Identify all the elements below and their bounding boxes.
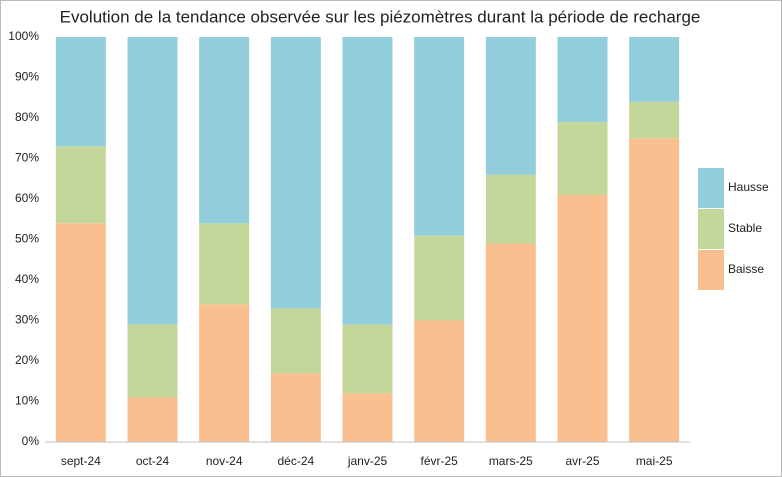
bar-segment xyxy=(127,37,178,325)
legend-swatch xyxy=(698,168,724,208)
y-tick-label: 90% xyxy=(15,70,39,84)
bar-segment xyxy=(414,320,465,442)
bar-segment xyxy=(557,122,608,195)
legend-label: Stable xyxy=(728,221,762,235)
bar-segment xyxy=(414,235,465,321)
legend-label: Baisse xyxy=(728,262,764,276)
bar-segment xyxy=(199,304,250,442)
x-tick-label: févr-25 xyxy=(420,454,458,468)
x-tick-label: oct-24 xyxy=(136,454,170,468)
bar-segment xyxy=(199,37,250,224)
bar-segment xyxy=(629,138,680,442)
x-tick-label: mai-25 xyxy=(636,454,673,468)
y-tick-label: 100% xyxy=(8,29,39,43)
bar-segment xyxy=(55,223,106,442)
bar-segment xyxy=(199,223,250,305)
bar-segment xyxy=(55,146,106,224)
bar-segment xyxy=(485,174,536,244)
bar-segment xyxy=(127,324,178,398)
y-tick-label: 50% xyxy=(15,232,39,246)
y-tick-label: 0% xyxy=(22,434,40,448)
y-tick-label: 60% xyxy=(15,191,39,205)
bar-segment xyxy=(55,37,106,147)
chart-title: Evolution de la tendance observée sur le… xyxy=(60,7,701,26)
legend-swatch xyxy=(698,209,724,249)
y-tick-label: 10% xyxy=(15,394,39,408)
bar-segment xyxy=(342,393,393,442)
x-tick-label: janv-25 xyxy=(347,454,388,468)
bar-segment xyxy=(342,324,393,394)
x-tick-label: déc-24 xyxy=(277,454,314,468)
bar-segment xyxy=(127,397,178,442)
bar-segment xyxy=(270,308,321,374)
legend-label: Hausse xyxy=(728,180,769,194)
x-tick-label: mars-25 xyxy=(489,454,533,468)
bar-segment xyxy=(270,373,321,442)
bar-segment xyxy=(414,37,465,236)
y-tick-label: 30% xyxy=(15,313,39,327)
bar-segment xyxy=(557,37,608,123)
bar-segment xyxy=(342,37,393,325)
y-tick-label: 70% xyxy=(15,151,39,165)
x-tick-label: sept-24 xyxy=(61,454,101,468)
y-tick-label: 20% xyxy=(15,353,39,367)
bar-segment xyxy=(485,243,536,442)
bar-segment xyxy=(270,37,321,309)
bar-segment xyxy=(485,37,536,175)
y-tick-label: 80% xyxy=(15,110,39,124)
x-tick-label: avr-25 xyxy=(565,454,599,468)
y-tick-label: 40% xyxy=(15,272,39,286)
legend-swatch xyxy=(698,250,724,290)
x-tick-label: nov-24 xyxy=(206,454,243,468)
bar-segment xyxy=(629,37,680,102)
bar-segment xyxy=(629,101,680,139)
bar-segment xyxy=(557,194,608,442)
